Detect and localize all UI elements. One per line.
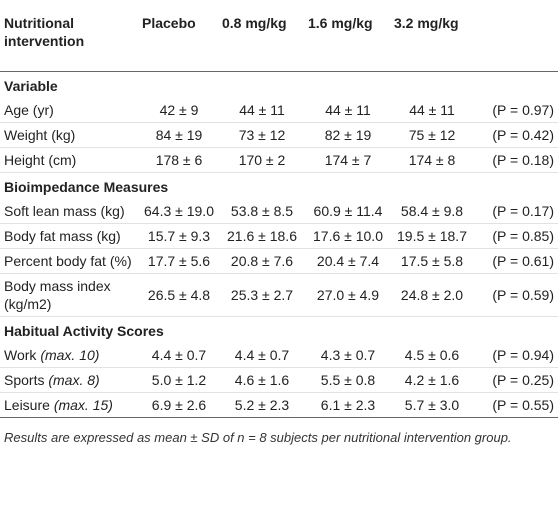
data-row: Sports (max. 8) 5.0 ± 1.2 4.6 ± 1.6 5.5 ± 0… — [0, 367, 558, 393]
section-title: Habitual Activity Scores — [4, 322, 164, 339]
p-value: (P = 0.94) — [472, 343, 558, 368]
row-label-cell: Leisure (max. 15) — [0, 392, 138, 418]
data-row: Percent body fat (%) 17.7 ± 5.6 20.8 ± 7.6… — [0, 248, 558, 274]
row-label-cell: Age (yr) — [0, 98, 138, 123]
value-cell: 82 ± 19 — [304, 122, 390, 148]
section-row: Habitual Activity Scores — [0, 317, 558, 344]
footnote: Results are expressed as mean ± SD of n … — [4, 430, 512, 445]
column-header: 1.6 mg/kg — [304, 8, 390, 72]
value-cell: 44 ± 11 — [390, 98, 472, 123]
value-cell: 44 ± 11 — [218, 98, 304, 123]
value-cell: 17.7 ± 5.6 — [138, 248, 218, 274]
value-cell: 27.0 ± 4.9 — [304, 273, 390, 317]
data-row: Body mass index (kg/m2) 26.5 ± 4.8 25.3 ± … — [0, 273, 558, 317]
value-cell: 26.5 ± 4.8 — [138, 273, 218, 317]
section-title: Variable — [4, 77, 58, 94]
row-label-cell: Work (max. 10) — [0, 343, 138, 368]
value-cell: 6.1 ± 2.3 — [304, 392, 390, 418]
value-cell: 174 ± 8 — [390, 147, 472, 173]
row-label-cell: Weight (kg) — [0, 122, 138, 148]
value-cell: 25.3 ± 2.7 — [218, 273, 304, 317]
value-cell: 178 ± 6 — [138, 147, 218, 173]
value-cell: 174 ± 7 — [304, 147, 390, 173]
value-cell: 5.5 ± 0.8 — [304, 367, 390, 393]
value-cell: 58.4 ± 9.8 — [390, 199, 472, 224]
value-cell: 75 ± 12 — [390, 122, 472, 148]
p-value: (P = 0.59) — [472, 273, 558, 317]
data-row: Body fat mass (kg) 15.7 ± 9.3 21.6 ± 18.6 1… — [0, 223, 558, 249]
value-cell: 44 ± 11 — [304, 98, 390, 123]
value-cell: 24.8 ± 2.0 — [390, 273, 472, 317]
row-label: Leisure — [4, 397, 50, 413]
p-value: (P = 0.42) — [472, 122, 558, 148]
row-label: Age (yr) — [4, 102, 54, 118]
row-label: Soft lean mass (kg) — [4, 203, 125, 219]
page: Nutritional intervention Placebo 0.8 mg/kg… — [0, 8, 558, 506]
value-cell: 5.7 ± 3.0 — [390, 392, 472, 418]
row-label: Work — [4, 347, 37, 363]
value-cell: 53.8 ± 8.5 — [218, 199, 304, 224]
value-cell: 4.5 ± 0.6 — [390, 343, 472, 368]
value-cell: 4.4 ± 0.7 — [218, 343, 304, 368]
column-header: Placebo — [138, 8, 218, 72]
row-note: (max. 10) — [40, 347, 100, 363]
data-row: Work (max. 10) 4.4 ± 0.7 4.4 ± 0.7 4.3 ± 0.… — [0, 343, 558, 368]
value-cell: 17.6 ± 10.0 — [304, 223, 390, 249]
row-label: Weight (kg) — [4, 127, 76, 143]
section-row: Variable — [0, 72, 558, 99]
row-label-cell: Body fat mass (kg) — [0, 223, 138, 249]
p-value: (P = 0.85) — [472, 223, 558, 249]
value-cell: 73 ± 12 — [218, 122, 304, 148]
row-label-cell: Soft lean mass (kg) — [0, 199, 138, 224]
row-label: Body mass index (kg/m2) — [4, 278, 111, 312]
row-label: Percent body fat (%) — [4, 253, 132, 269]
data-row: Height (cm) 178 ± 6 170 ± 2 174 ± 7 174 ± 8(… — [0, 147, 558, 173]
p-value: (P = 0.17) — [472, 199, 558, 224]
value-cell: 20.4 ± 7.4 — [304, 248, 390, 274]
p-value: (P = 0.61) — [472, 248, 558, 274]
value-cell: 15.7 ± 9.3 — [138, 223, 218, 249]
section-row: Bioimpedance Measures — [0, 173, 558, 200]
value-cell: 17.5 ± 5.8 — [390, 248, 472, 274]
data-row: Leisure (max. 15) 6.9 ± 2.6 5.2 ± 2.3 6.1 ±… — [0, 392, 558, 418]
value-cell: 20.8 ± 7.6 — [218, 248, 304, 274]
value-cell: 60.9 ± 11.4 — [304, 199, 390, 224]
data-row: Weight (kg) 84 ± 19 73 ± 12 82 ± 19 75 ± 12(… — [0, 122, 558, 148]
row-label: Sports — [4, 372, 45, 388]
value-cell: 19.5 ± 18.7 — [390, 223, 472, 249]
column-header-blank — [472, 8, 558, 72]
row-note: (max. 15) — [53, 397, 113, 413]
value-cell: 5.0 ± 1.2 — [138, 367, 218, 393]
value-cell: 64.3 ± 19.0 — [138, 199, 218, 224]
row-label-cell: Body mass index (kg/m2) — [0, 273, 138, 317]
value-cell: 170 ± 2 — [218, 147, 304, 173]
value-cell: 4.3 ± 0.7 — [304, 343, 390, 368]
value-cell: 84 ± 19 — [138, 122, 218, 148]
row-note: (max. 8) — [48, 372, 100, 388]
value-cell: 5.2 ± 2.3 — [218, 392, 304, 418]
data-row: Soft lean mass (kg) 64.3 ± 19.0 53.8 ± 8.5… — [0, 199, 558, 224]
value-cell: 42 ± 9 — [138, 98, 218, 123]
row-label-cell: Percent body fat (%) — [0, 248, 138, 274]
column-header: Nutritional intervention — [0, 8, 138, 72]
row-label: Height (cm) — [4, 152, 77, 168]
p-value: (P = 0.25) — [472, 367, 558, 393]
p-value: (P = 0.18) — [472, 147, 558, 173]
value-cell: 21.6 ± 18.6 — [218, 223, 304, 249]
row-label: Body fat mass (kg) — [4, 228, 121, 244]
header-row: Nutritional intervention Placebo 0.8 mg/kg… — [0, 8, 558, 72]
value-cell: 4.4 ± 0.7 — [138, 343, 218, 368]
data-row: Age (yr) 42 ± 9 44 ± 11 44 ± 11 44 ± 11 (P = … — [0, 98, 558, 123]
p-value: (P = 0.97) — [472, 98, 558, 123]
column-header: 3.2 mg/kg — [390, 8, 472, 72]
row-label-cell: Sports (max. 8) — [0, 367, 138, 393]
value-cell: 4.2 ± 1.6 — [390, 367, 472, 393]
value-cell: 4.6 ± 1.6 — [218, 367, 304, 393]
section-title: Bioimpedance Measures — [4, 178, 169, 195]
p-value: (P = 0.55) — [472, 392, 558, 418]
column-header: 0.8 mg/kg — [218, 8, 304, 72]
row-label-cell: Height (cm) — [0, 147, 138, 173]
value-cell: 6.9 ± 2.6 — [138, 392, 218, 418]
data-table: Nutritional intervention Placebo 0.8 mg/kg… — [0, 8, 558, 418]
